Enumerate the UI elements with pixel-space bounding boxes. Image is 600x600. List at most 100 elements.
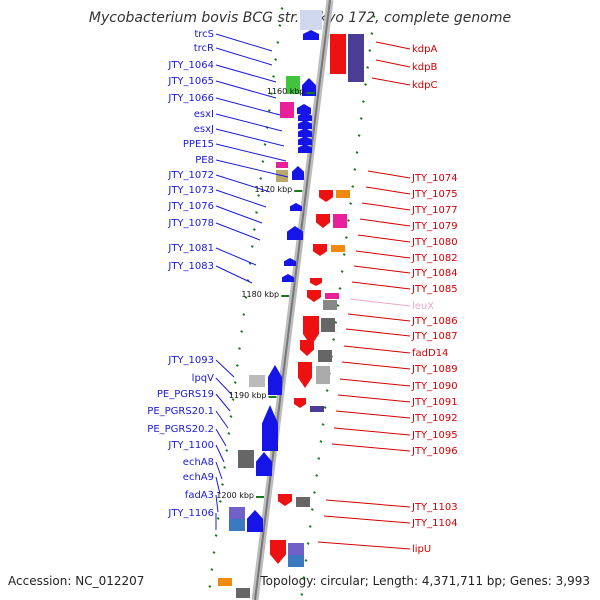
- gene-arrow: [284, 258, 296, 266]
- gene-arrow: [316, 214, 330, 228]
- leader-line: [215, 189, 267, 208]
- tick-left: [218, 500, 222, 503]
- gene-label-left: PE_PGRS20.2: [147, 424, 214, 435]
- gene-label-left: PE_PGRS19: [157, 389, 214, 400]
- gene-box: [310, 406, 324, 412]
- tick-left: [250, 245, 254, 248]
- gene-label-left: JTY_1078: [167, 218, 214, 229]
- gene-box: [238, 450, 254, 468]
- gene-arrow: [292, 166, 304, 180]
- gene-box: [348, 34, 364, 82]
- gene-arrow: [256, 452, 272, 476]
- leader-line: [215, 444, 225, 463]
- tick-right: [342, 253, 346, 256]
- gene-label-left: lpqV: [192, 373, 214, 384]
- kbp-label: 1200 kbp: [216, 491, 254, 500]
- tick-right: [340, 270, 344, 273]
- gene-arrow: [278, 494, 292, 506]
- gene-box: [229, 507, 245, 519]
- leader-line: [215, 128, 285, 147]
- tick-left: [259, 177, 263, 180]
- tick-right: [334, 321, 338, 324]
- leader-line: [215, 143, 287, 162]
- tick-left: [269, 92, 273, 95]
- tick-right: [315, 474, 319, 477]
- tick-left: [210, 568, 214, 571]
- gene-label-left: echA9: [183, 472, 214, 483]
- gene-arrow: [294, 398, 306, 408]
- tick-right: [325, 389, 329, 392]
- tick-left: [208, 585, 212, 588]
- leader-line: [215, 159, 289, 178]
- tick-right: [361, 100, 365, 103]
- gene-arrow: [247, 510, 263, 532]
- gene-label-right: JTY_1092: [411, 413, 458, 424]
- gene-label-right: JTY_1082: [411, 253, 458, 264]
- gene-label-right: lipU: [412, 544, 431, 555]
- gene-label-left: PE_PGRS20.1: [147, 406, 214, 417]
- leader-line: [367, 170, 411, 179]
- leader-line: [343, 345, 411, 354]
- tick-left: [255, 211, 258, 214]
- tick-right: [357, 134, 361, 137]
- leader-line: [347, 313, 411, 322]
- gene-box: [288, 543, 304, 555]
- genome-summary: Topology: circular; Length: 4,371,711 bp…: [260, 574, 590, 588]
- tick-left: [252, 228, 256, 231]
- gene-label-left: JTY_1083: [167, 261, 214, 272]
- gene-arrow: [287, 226, 303, 240]
- gene-label-left: trcR: [194, 43, 214, 54]
- tick-right: [338, 287, 342, 290]
- tick-right: [372, 15, 376, 18]
- gene-label-right: JTY_1085: [411, 284, 458, 295]
- gene-arrow: [307, 290, 321, 302]
- gene-label-left: JTY_1081: [167, 243, 214, 254]
- gene-arrow: [298, 362, 312, 388]
- tick-right: [349, 202, 353, 205]
- leader-line: [215, 80, 277, 99]
- gene-box: [316, 366, 330, 384]
- leader-line: [325, 499, 411, 508]
- leader-line: [215, 410, 229, 429]
- leader-line: [215, 393, 231, 412]
- leader-line: [215, 33, 273, 52]
- gene-arrow: [298, 128, 312, 137]
- tick-left: [244, 296, 248, 299]
- gene-arrow: [282, 274, 294, 282]
- tick-left: [231, 398, 235, 401]
- tick-left: [263, 143, 267, 146]
- gene-box: [280, 102, 294, 118]
- tick-left: [272, 75, 275, 78]
- gene-label-right: leuX: [412, 301, 434, 312]
- gene-label-left: JTY_1066: [167, 93, 214, 104]
- gene-label-right: kdpB: [412, 62, 437, 73]
- tick-right: [319, 440, 323, 443]
- leader-line: [215, 428, 227, 447]
- tick-left: [212, 551, 216, 554]
- tick-right: [323, 406, 327, 409]
- gene-label-left: trcS: [194, 29, 214, 40]
- gene-label-right: JTY_1090: [411, 381, 458, 392]
- leader-line: [215, 205, 263, 224]
- gene-arrow: [331, 55, 345, 69]
- tick-left: [216, 517, 220, 520]
- tick-left: [238, 347, 241, 350]
- tick-left: [240, 330, 244, 333]
- gene-box: [300, 10, 322, 30]
- leader-line: [215, 476, 221, 495]
- tick-right: [344, 236, 348, 239]
- tick-right: [353, 168, 357, 171]
- tick-left: [278, 24, 282, 27]
- gene-box: [218, 578, 232, 586]
- tick-right: [368, 49, 372, 52]
- gene-arrow: [262, 405, 278, 451]
- tick-right: [313, 491, 316, 494]
- gene-label-right: JTY_1075: [411, 189, 458, 200]
- tick-right: [364, 83, 367, 86]
- gene-label-right: JTY_1103: [411, 502, 458, 513]
- tick-right: [366, 66, 370, 69]
- tick-left: [214, 534, 218, 537]
- leader-line: [331, 443, 411, 452]
- tick-right: [310, 508, 314, 511]
- tick-left: [280, 7, 284, 10]
